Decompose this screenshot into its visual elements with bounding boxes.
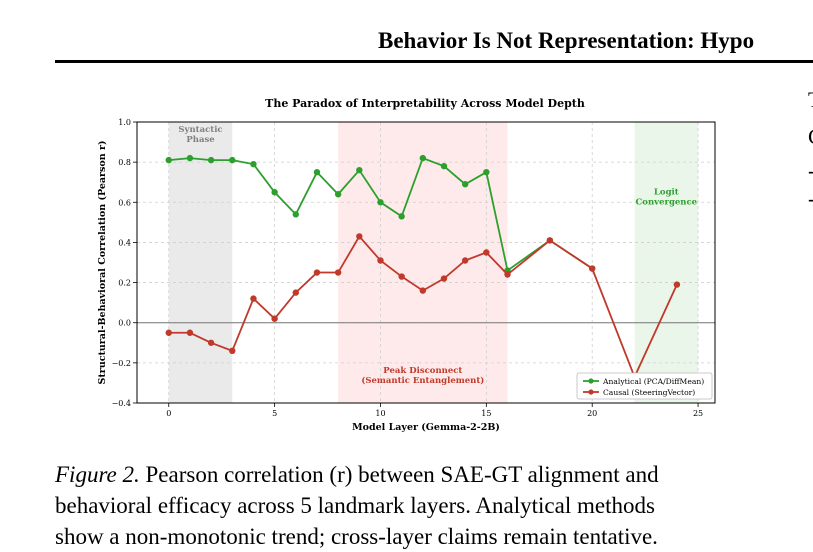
data-point	[440, 162, 448, 170]
right-column-fragment: C	[808, 124, 813, 150]
y-axis-label: Structural-Behavioral Correlation (Pears…	[97, 141, 108, 385]
y-tick-label: −0.2	[112, 359, 131, 368]
right-column-fragment: -	[808, 158, 813, 184]
data-point	[313, 168, 321, 176]
y-tick-label: −0.4	[112, 399, 131, 408]
data-point	[356, 233, 363, 240]
plot-frame	[136, 121, 716, 404]
x-axis-label: Model Layer (Gemma-2-2B)	[352, 422, 500, 433]
data-point	[334, 191, 342, 198]
x-tick-label: 20	[587, 409, 597, 418]
y-tick-label: 0.8	[118, 158, 131, 167]
data-point	[250, 295, 257, 302]
data-point	[271, 189, 278, 196]
data-point	[186, 154, 194, 162]
data-point	[207, 339, 215, 346]
region-label: (Semantic Entanglement)	[361, 375, 484, 386]
data-point	[271, 315, 278, 322]
legend-label: Analytical (PCA/DiffMean)	[602, 377, 704, 386]
data-point	[165, 329, 172, 336]
data-point	[419, 287, 427, 294]
data-point	[546, 237, 554, 244]
region-label: Logit	[654, 187, 679, 197]
region-band	[338, 122, 508, 403]
legend-marker	[588, 389, 594, 395]
caption-line-2: behavioral efficacy across 5 landmark la…	[55, 493, 655, 518]
data-point	[419, 154, 427, 162]
data-point	[229, 156, 236, 164]
figure-caption: Figure 2. Pearson correlation (r) betwee…	[55, 459, 795, 552]
legend-label: Causal (SteeringVector)	[603, 388, 695, 397]
data-point	[229, 347, 236, 355]
y-tick-label: 1.0	[118, 118, 131, 127]
right-column-fragment: T	[808, 87, 813, 113]
caption-text: Pearson correlation (r) between SAE-GT a…	[139, 462, 659, 487]
data-point	[292, 289, 299, 296]
figure-label: Figure 2.	[55, 462, 140, 487]
x-tick-label: 0	[166, 409, 171, 418]
header-rule	[55, 60, 813, 63]
x-tick-label: 5	[272, 409, 277, 418]
data-point	[377, 257, 384, 264]
legend-marker	[588, 378, 594, 384]
region-label: Convergence	[636, 197, 698, 207]
caption-line-3: show a non-monotonic trend; cross-layer …	[55, 524, 658, 549]
data-point	[589, 265, 596, 272]
chart-title: The Paradox of Interpretability Across M…	[265, 97, 585, 110]
x-tick-label: 10	[375, 409, 385, 418]
data-point	[292, 211, 299, 218]
x-tick-label: 25	[693, 409, 703, 418]
region-label: Phase	[186, 135, 215, 145]
data-point	[207, 156, 215, 164]
data-point	[398, 213, 405, 220]
legend-box	[576, 372, 713, 400]
data-point	[483, 249, 490, 256]
y-tick-label: 0.4	[118, 238, 131, 247]
y-tick-label: 0.2	[118, 279, 131, 288]
data-point	[461, 181, 469, 188]
region-band	[634, 122, 699, 403]
data-point	[356, 166, 363, 174]
data-point	[483, 168, 490, 176]
running-title: Behavior Is Not Representation: Hypo	[378, 28, 755, 53]
data-point	[398, 273, 405, 280]
data-point	[313, 269, 321, 276]
region-label: Syntactic	[178, 125, 222, 135]
x-tick-label: 15	[481, 409, 491, 418]
data-point	[186, 329, 194, 336]
data-point	[461, 257, 469, 264]
y-tick-label: 0.6	[118, 198, 131, 207]
region-band	[168, 122, 233, 403]
data-point	[504, 271, 511, 278]
caption-line-1: Figure 2. Pearson correlation (r) betwee…	[55, 459, 795, 490]
right-column-fragment: -	[808, 186, 813, 212]
data-point	[440, 275, 448, 282]
region-label: Peak Disconnect	[383, 366, 462, 376]
data-point	[673, 281, 681, 288]
data-point	[165, 156, 172, 164]
data-point	[334, 269, 342, 276]
data-point	[377, 199, 384, 206]
data-point	[250, 160, 257, 168]
y-tick-label: 0.0	[118, 319, 131, 328]
